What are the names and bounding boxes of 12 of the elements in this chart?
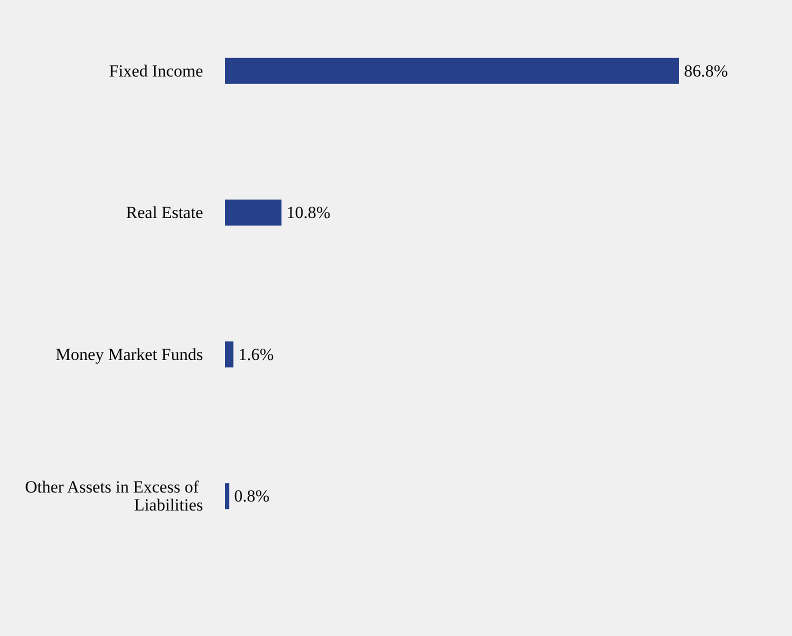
bar bbox=[225, 58, 679, 84]
data-label: 10.8% bbox=[286, 203, 330, 222]
bar bbox=[225, 341, 234, 368]
y-tick-label: Fixed Income bbox=[109, 61, 203, 80]
y-tick-label: Other Assets in Excess of Liabilities bbox=[24, 478, 203, 515]
bar bbox=[225, 200, 282, 226]
y-tick-label: Real Estate bbox=[126, 203, 203, 222]
data-label: 0.8% bbox=[234, 486, 270, 506]
y-tick-label: Money Market Funds bbox=[56, 344, 203, 364]
bar bbox=[225, 483, 230, 510]
data-label: 86.8% bbox=[684, 61, 728, 80]
data-label: 1.6% bbox=[238, 344, 274, 364]
